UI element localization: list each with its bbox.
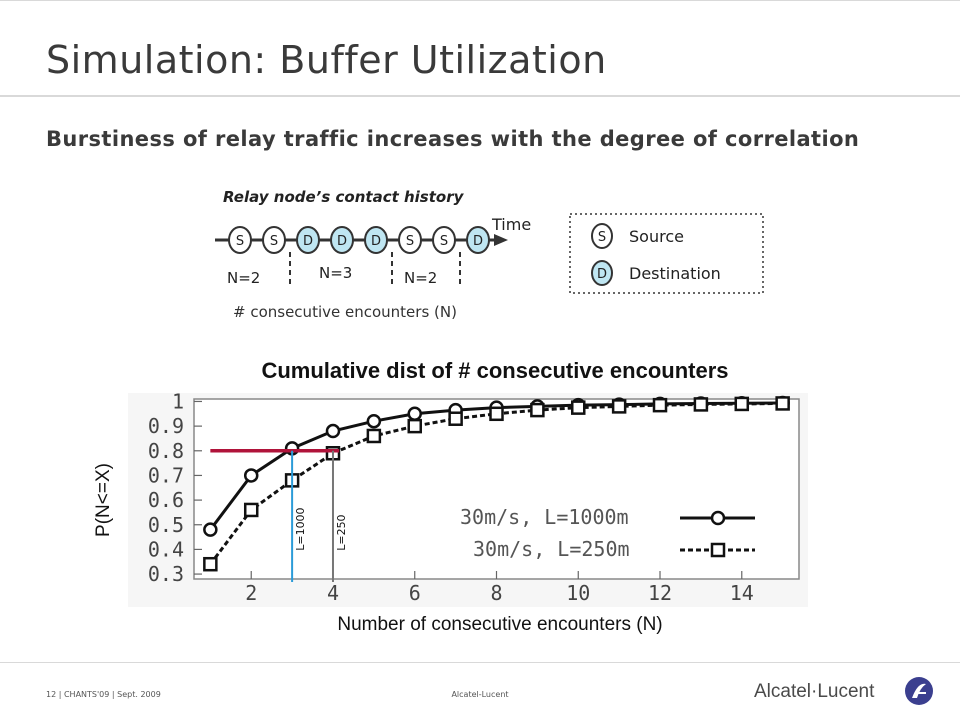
diagram-heading: Relay node’s contact history <box>223 188 465 206</box>
series-2-point <box>489 406 504 422</box>
series-2-point <box>530 402 545 418</box>
legend-source-symbol <box>591 223 613 249</box>
timeline-arrowhead <box>494 234 508 246</box>
y-tick-label: 0.4 <box>148 537 184 561</box>
y-tick-label: 0.9 <box>148 414 184 438</box>
node-letter: D <box>303 234 313 249</box>
series-2-point <box>366 428 382 444</box>
node-letter: D <box>473 234 483 249</box>
destination-node <box>466 226 490 254</box>
source-node <box>228 226 252 254</box>
x-tick-label: 10 <box>566 581 590 605</box>
title-rule <box>0 95 960 97</box>
source-node <box>398 226 422 254</box>
company-logo-text: Alcatel·Lucent <box>754 681 875 702</box>
x-tick-label: 6 <box>409 581 421 605</box>
x-tick-label: 8 <box>490 581 502 605</box>
y-tick-label: 0.8 <box>148 439 184 463</box>
x-ticks: 2 4 6 8 10 12 14 <box>245 571 754 605</box>
legend-source-label: Source <box>629 227 684 246</box>
footer-rule <box>0 662 960 663</box>
series-1-point <box>243 468 259 483</box>
reference-label: L=1000 <box>294 507 307 550</box>
destination-node <box>330 226 354 254</box>
axis-caption: # consecutive encounters (N) <box>233 303 457 321</box>
group-label: N=2 <box>404 269 437 287</box>
y-axis-label: P(N<=X) <box>93 463 114 537</box>
slide-subtitle: Burstiness of relay traffic increases wi… <box>46 127 860 151</box>
series-2-point <box>775 396 790 411</box>
series-1-point <box>366 413 382 429</box>
legend-destination-symbol <box>591 260 613 286</box>
company-logo-icon <box>905 677 933 705</box>
x-tick-label: 4 <box>327 581 339 605</box>
y-tick-label: 0.6 <box>148 488 184 512</box>
series-1-point <box>325 423 341 439</box>
legend-series-1-marker <box>710 510 726 526</box>
group-label: N=3 <box>319 264 352 282</box>
series-2-point <box>243 502 259 518</box>
y-tick-label: 1 <box>172 389 184 413</box>
node-letter: D <box>371 234 381 249</box>
y-tick-label: 0.3 <box>148 562 184 586</box>
series <box>203 395 790 572</box>
series-1-point <box>203 522 218 537</box>
legend-series-2-label: 30m/s, L=250m <box>473 537 630 561</box>
destination-node <box>364 226 388 254</box>
chart-legend: 30m/s, L=1000m 30m/s, L=250m <box>460 505 755 561</box>
time-label: Time <box>491 215 531 234</box>
legend-series-1-label: 30m/s, L=1000m <box>460 505 629 529</box>
footer-page-info: 12 | CHANTS'09 | Sept. 2009 <box>46 690 161 699</box>
y-ticks: 10.90.80.70.60.50.40.3 <box>148 389 202 586</box>
series-2-point <box>407 418 422 434</box>
series-2-point <box>448 411 463 426</box>
series-2-point <box>571 400 586 415</box>
node-letter: S <box>236 234 244 249</box>
series-2-point <box>693 397 709 412</box>
series-1-point <box>407 406 422 422</box>
top-rule <box>0 0 960 1</box>
legend-series-2-marker <box>710 542 726 558</box>
source-node <box>432 226 456 254</box>
node-letter: D <box>337 234 347 249</box>
x-tick-label: 14 <box>730 581 754 605</box>
legend-destination-label: Destination <box>629 264 721 283</box>
y-tick-label: 0.7 <box>148 463 184 487</box>
legend-source-letter: S <box>598 230 606 245</box>
x-axis-label: Number of consecutive encounters (N) <box>337 614 663 635</box>
footer-company: Alcatel-Lucent <box>451 690 509 699</box>
legend-box <box>569 213 764 294</box>
node-letter: S <box>270 234 278 249</box>
annotations: L=1000 L=250 <box>210 449 348 582</box>
series-2-point <box>652 397 668 413</box>
contact-history-diagram: Relay node’s contact history Time S S D D D S… <box>215 188 764 321</box>
source-node <box>262 226 286 254</box>
group-label: N=2 <box>227 269 260 287</box>
destination-node <box>296 226 320 254</box>
cdf-chart: 10.90.80.70.60.50.40.3 2 4 6 8 10 12 14 L=1000… <box>128 389 808 607</box>
node-letter: S <box>440 234 448 249</box>
slide-title: Simulation: Buffer Utilization <box>46 38 607 82</box>
x-tick-label: 2 <box>245 581 257 605</box>
chart-title: Cumulative dist of # consecutive encount… <box>261 358 729 383</box>
node-letter: S <box>406 234 414 249</box>
reference-label: L=250 <box>335 514 348 550</box>
x-tick-label: 12 <box>648 581 672 605</box>
series-2-point <box>734 396 750 412</box>
series-2-point <box>203 556 218 572</box>
series-2-point <box>611 399 627 414</box>
legend-destination-letter: D <box>597 267 607 282</box>
y-tick-label: 0.5 <box>148 513 184 537</box>
